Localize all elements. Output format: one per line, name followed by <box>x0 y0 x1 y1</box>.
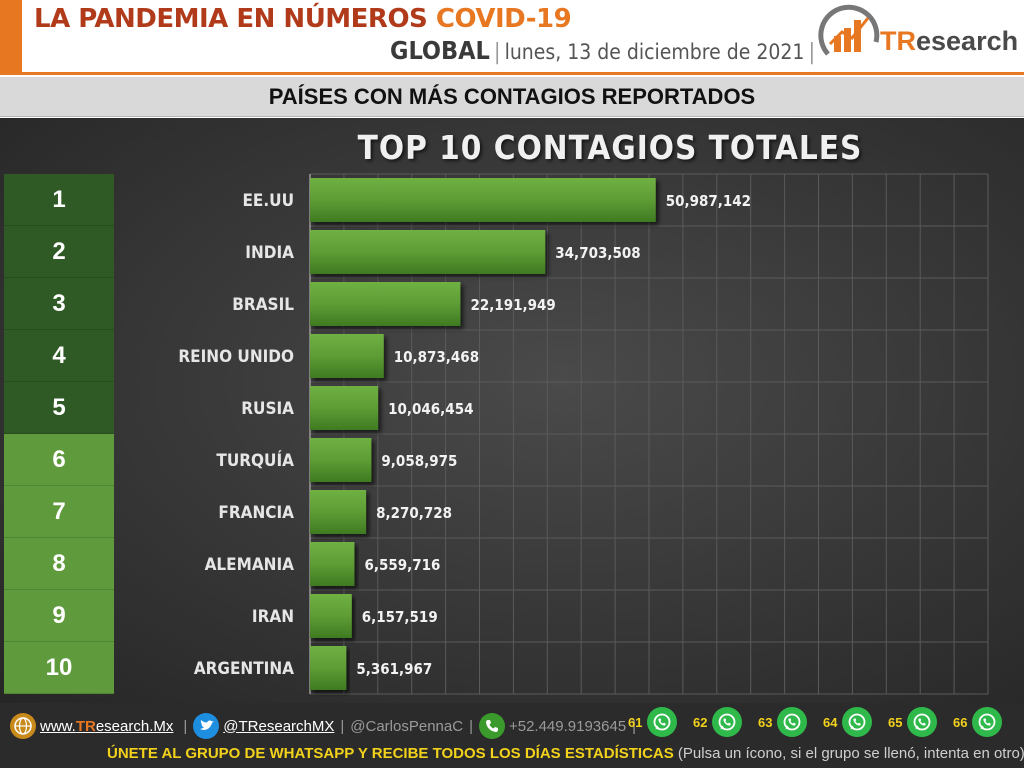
bar <box>310 230 546 274</box>
whatsapp-icon[interactable] <box>907 707 938 737</box>
footer-separator: | <box>469 717 473 735</box>
whatsapp-group-62[interactable]: 62 <box>693 707 743 737</box>
twitter-handle[interactable]: @TResearchMX <box>223 717 335 735</box>
data-label: 8,270,728 <box>376 504 452 522</box>
rank-cell: 5 <box>4 382 114 434</box>
data-label: 50,987,142 <box>666 192 751 210</box>
data-label: 34,703,508 <box>555 244 640 262</box>
logo-text-rest: esearch <box>916 26 1019 56</box>
footer-separator: | <box>340 717 345 735</box>
bar <box>310 594 352 638</box>
whatsapp-group-number: 66 <box>953 714 968 730</box>
category-label: IRAN <box>252 607 294 627</box>
rank-cell: 9 <box>4 590 114 642</box>
bar <box>310 386 379 430</box>
logo-text: TResearch <box>880 26 1018 57</box>
category-label: RUSIA <box>241 399 294 419</box>
category-label: REINO UNIDO <box>178 347 294 367</box>
whatsapp-group-number: 65 <box>888 714 903 730</box>
date-line: GLOBAL | lunes, 13 de diciembre de 2021 | <box>390 36 819 65</box>
whatsapp-icon[interactable] <box>647 707 678 737</box>
data-label: 10,046,454 <box>388 400 473 418</box>
logo-text-tr: TR <box>880 26 916 56</box>
bar <box>310 178 656 222</box>
category-label: ARGENTINA <box>194 659 294 679</box>
report-date: lunes, 13 de diciembre de 2021 <box>504 40 805 64</box>
whatsapp-group-66[interactable]: 66 <box>953 707 1003 737</box>
website-tr: TR <box>75 717 96 735</box>
date-separator: | <box>493 40 501 65</box>
whatsapp-group-number: 61 <box>628 714 643 730</box>
category-label: ALEMANIA <box>205 555 295 575</box>
global-label: GLOBAL <box>390 36 490 65</box>
rank-cell: 10 <box>4 642 114 694</box>
footer-separator: | <box>183 717 188 735</box>
category-label: FRANCIA <box>218 503 294 523</box>
header: LA PANDEMIA EN NÚMEROS COVID-19 GLOBAL | l… <box>0 0 1024 76</box>
data-label: 5,361,967 <box>356 660 432 678</box>
phone-number: +52.449.9193645 <box>508 717 627 735</box>
category-label: INDIA <box>245 243 294 263</box>
phone-icon[interactable] <box>478 713 505 739</box>
whatsapp-group-61[interactable]: 61 <box>628 707 678 737</box>
data-label: 6,559,716 <box>364 556 440 574</box>
data-label: 10,873,468 <box>394 348 479 366</box>
footer-cta-row: ÚNETE AL GRUPO DE WHATSAPP Y RECIBE TODO… <box>107 745 1024 762</box>
whatsapp-icon[interactable] <box>842 707 873 737</box>
whatsapp-icon[interactable] <box>972 707 1003 737</box>
logo-chart-icon <box>818 4 880 56</box>
whatsapp-cta: ÚNETE AL GRUPO DE WHATSAPP Y RECIBE TODO… <box>107 745 674 762</box>
whatsapp-group-64[interactable]: 64 <box>823 707 873 737</box>
header-rule <box>0 72 1024 75</box>
header-accent-bar <box>0 0 22 74</box>
subtitle: PAÍSES CON MÁS CONTAGIOS REPORTADOS <box>268 84 756 109</box>
footer-separator: | <box>632 717 637 735</box>
bar <box>310 542 355 586</box>
author-handle: @CarlosPennaC <box>350 717 464 735</box>
bar <box>310 490 367 534</box>
bar <box>310 334 384 378</box>
data-label: 6,157,519 <box>362 608 438 626</box>
category-label: BRASIL <box>232 295 294 315</box>
data-label: 22,191,949 <box>470 296 555 314</box>
globe-icon <box>10 713 36 739</box>
chart-title: TOP 10 CONTAGIOS TOTALES <box>357 128 863 167</box>
rank-cell: 7 <box>4 486 114 538</box>
whatsapp-icon[interactable] <box>777 707 808 737</box>
title-main: LA PANDEMIA EN NÚMEROS <box>34 4 428 34</box>
whatsapp-group-number: 64 <box>823 714 838 730</box>
whatsapp-group-number: 62 <box>693 714 708 730</box>
data-label: 9,058,975 <box>381 452 457 470</box>
bar <box>310 282 461 326</box>
website-rest: esearch.Mx <box>95 717 174 735</box>
rank-cell: 2 <box>4 226 114 278</box>
whatsapp-group-65[interactable]: 65 <box>888 707 938 737</box>
title-covid: COVID-19 <box>435 4 572 34</box>
rank-cell: 3 <box>4 278 114 330</box>
tresearch-logo[interactable]: TResearch <box>818 4 1018 68</box>
category-label: TURQUÍA <box>216 449 294 471</box>
website-link[interactable]: www.TResearch.Mx <box>40 718 173 735</box>
footer-contact-row: www.TResearch.Mx | @TResearchMX | @Carlo… <box>10 711 642 741</box>
whatsapp-note: (Pulsa un ícono, si el grupo se llenó, i… <box>677 745 1024 762</box>
rank-cell: 8 <box>4 538 114 590</box>
rank-cell: 1 <box>4 174 114 226</box>
whatsapp-group-63[interactable]: 63 <box>758 707 808 737</box>
whatsapp-group-number: 63 <box>758 714 773 730</box>
page-title: LA PANDEMIA EN NÚMEROS COVID-19 <box>34 4 572 34</box>
bar <box>310 438 372 482</box>
rank-cell: 4 <box>4 330 114 382</box>
footer: www.TResearch.Mx | @TResearchMX | @Carlo… <box>0 703 1024 768</box>
subtitle-band: PAÍSES CON MÁS CONTAGIOS REPORTADOS <box>0 77 1024 117</box>
source-url[interactable] <box>10 753 98 759</box>
rank-cell: 6 <box>4 434 114 486</box>
bar <box>310 646 347 690</box>
website-prefix: www. <box>40 717 76 735</box>
rank-column: 1 2 3 4 5 6 7 8 9 10 <box>4 174 114 694</box>
twitter-icon[interactable] <box>193 713 220 739</box>
category-label: EE.UU <box>242 191 294 211</box>
whatsapp-icon[interactable] <box>712 707 743 737</box>
date-separator-end: | <box>808 40 816 65</box>
